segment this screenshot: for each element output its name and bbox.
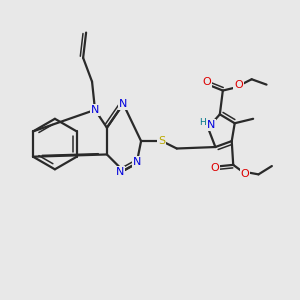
Text: H: H bbox=[199, 118, 206, 127]
Text: N: N bbox=[91, 105, 99, 115]
Text: N: N bbox=[207, 120, 215, 130]
Text: N: N bbox=[119, 99, 128, 109]
Text: S: S bbox=[158, 136, 166, 146]
Text: N: N bbox=[116, 167, 124, 177]
Text: O: O bbox=[234, 80, 243, 90]
Text: N: N bbox=[132, 157, 141, 167]
Text: O: O bbox=[210, 163, 219, 173]
Text: O: O bbox=[203, 76, 212, 87]
Text: O: O bbox=[241, 169, 250, 179]
